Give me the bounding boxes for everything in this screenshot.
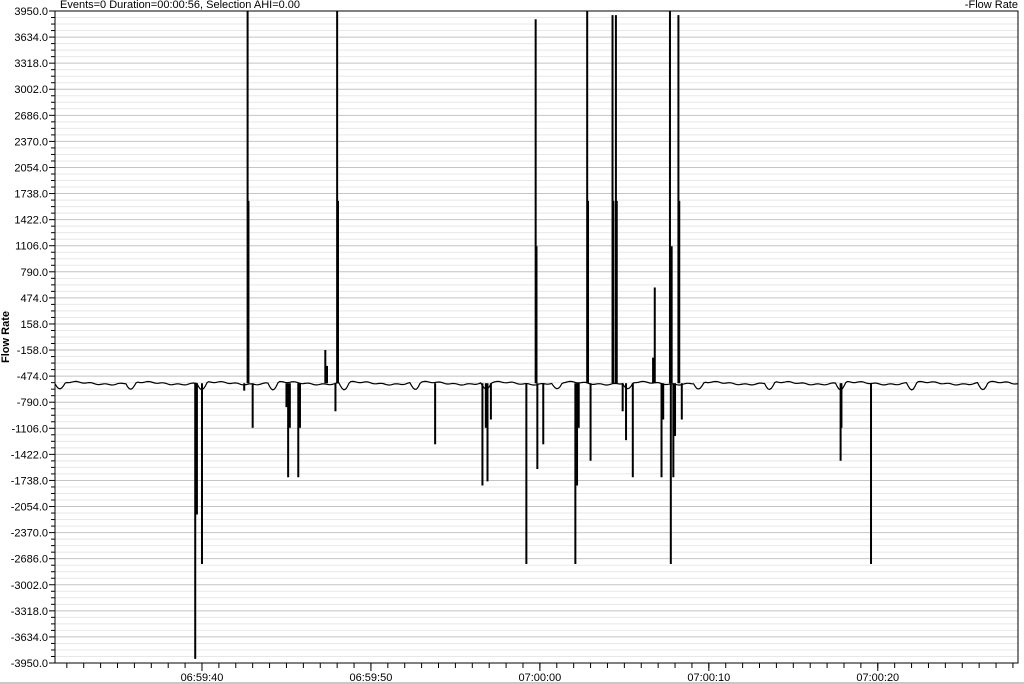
y-tick-label: 3950.0: [14, 6, 48, 18]
y-tick-label: -2370.0: [11, 528, 48, 540]
y-tick-label: 1422.0: [14, 215, 48, 227]
y-tick-label: 474.0: [20, 293, 48, 305]
x-tick-label: 07:00:10: [687, 672, 730, 684]
y-tick-label: 2686.0: [14, 110, 48, 122]
y-tick-label: 790.0: [20, 267, 48, 279]
bottom-border: [0, 682, 1024, 684]
y-tick-label: 2054.0: [14, 162, 48, 174]
y-tick-label: -1422.0: [11, 449, 48, 461]
y-tick-label: -1738.0: [11, 475, 48, 487]
plot-frame: [54, 10, 1019, 664]
y-tick-label: 3318.0: [14, 58, 48, 70]
y-tick-label: -3634.0: [11, 632, 48, 644]
y-tick-label: -3950.0: [11, 658, 48, 670]
y-tick-label: -3002.0: [11, 580, 48, 592]
x-tick-label: 06:59:40: [181, 672, 224, 684]
legend-flow-rate[interactable]: -Flow Rate: [965, 0, 1018, 11]
y-tick-label: 1106.0: [15, 241, 48, 253]
events-summary: Events=0 Duration=00:00:56, Selection AH…: [60, 0, 301, 11]
x-tick-label: 07:00:00: [518, 672, 561, 684]
y-tick-label: -3318.0: [11, 606, 48, 618]
y-tick-label: 3634.0: [14, 32, 48, 44]
y-axis-label: Flow Rate: [0, 311, 12, 363]
y-tick-label: -158.0: [17, 345, 48, 357]
y-tick-label: 2370.0: [14, 136, 48, 148]
y-tick-label: -2054.0: [11, 502, 48, 514]
legend-label: Flow Rate: [968, 0, 1018, 11]
y-tick-label: 1738.0: [14, 189, 48, 201]
x-tick-label: 06:59:50: [350, 672, 393, 684]
y-tick-label: -1106.0: [12, 423, 49, 435]
y-tick-label: 3002.0: [14, 84, 48, 96]
y-tick-label: -2686.0: [11, 554, 48, 566]
y-tick-label: 158.0: [20, 319, 48, 331]
y-tick-label: -474.0: [17, 371, 48, 383]
x-tick-label: 07:00:20: [856, 672, 899, 684]
y-tick-label: -790.0: [17, 397, 48, 409]
legend-marker: -: [964, 0, 969, 11]
